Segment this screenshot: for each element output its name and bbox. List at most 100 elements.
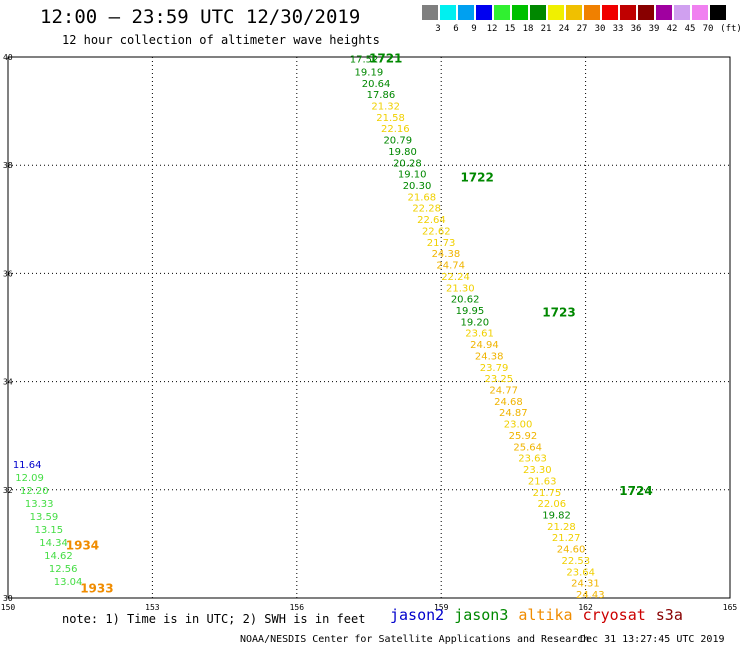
x-tick-label: 162 (578, 603, 593, 612)
swh-value-label: 13.04 (54, 577, 83, 588)
swh-value-label: 21.32 (371, 101, 400, 112)
legend-swatch (512, 5, 528, 20)
swh-value-label: 14.62 (44, 551, 73, 562)
satellite-label: jason2 (390, 606, 445, 624)
legend-label: 42 (666, 24, 678, 34)
chart-title: 12:00 – 23:59 UTC 12/30/2019 (40, 6, 361, 28)
legend-unit: (ft) (720, 24, 740, 34)
swh-value-label: 19.19 (355, 67, 384, 78)
swh-value-label: 24.31 (571, 579, 600, 590)
swh-value-label: 24.38 (475, 351, 504, 362)
legend-swatch (656, 5, 672, 20)
swh-value-label: 22.24 (441, 272, 470, 283)
legend-label: 18 (522, 24, 534, 34)
legend-swatch (584, 5, 600, 20)
legend-label: 45 (684, 24, 696, 34)
swh-value-label: 21.58 (376, 113, 405, 124)
swh-value-label: 22.64 (417, 215, 446, 226)
y-tick-label: 30 (3, 594, 13, 603)
swh-value-label: 20.28 (393, 158, 422, 169)
legend-swatch (440, 5, 456, 20)
x-tick-label: 153 (145, 603, 160, 612)
swh-value-label: 22.06 (537, 499, 566, 510)
x-tick-label: 150 (1, 603, 16, 612)
x-tick-label: 159 (434, 603, 449, 612)
legend-swatch (620, 5, 636, 20)
legend-label: 3 (435, 24, 441, 34)
swh-value-label: 23.00 (504, 420, 533, 431)
y-tick-label: 34 (3, 378, 13, 387)
swh-value-label: 20.30 (403, 181, 432, 192)
legend-swatch (566, 5, 582, 20)
satellite-label: jason3 (454, 606, 509, 624)
swh-value-label: 12.09 (15, 473, 44, 484)
legend-swatch (674, 5, 690, 20)
swh-value-label: 24.74 (436, 261, 465, 272)
swh-value-label: 23.79 (480, 363, 509, 374)
y-tick-label: 36 (3, 269, 13, 278)
swh-value-label: 23.30 (523, 465, 552, 476)
swh-value-label: 22.28 (412, 204, 441, 215)
swh-value-label: 21.73 (427, 238, 456, 249)
swh-value-label: 22.53 (562, 556, 591, 567)
swh-value-label: 17.86 (367, 90, 396, 101)
legend-swatch (692, 5, 708, 20)
legend-label: 33 (612, 24, 624, 34)
swh-value-label: 23.64 (566, 567, 595, 578)
legend-swatch (494, 5, 510, 20)
swh-value-label: 20.64 (362, 79, 391, 90)
legend-label: 12 (486, 24, 498, 34)
swh-value-label: 20.62 (451, 295, 480, 306)
legend-swatch (476, 5, 492, 20)
swh-value-label: 20.79 (383, 136, 412, 147)
y-tick-label: 38 (3, 161, 13, 170)
x-tick-label: 165 (723, 603, 738, 612)
time-label: 1723 (542, 306, 575, 320)
swh-value-label: 22.16 (381, 124, 410, 135)
x-tick-label: 156 (290, 603, 305, 612)
legend-swatch (530, 5, 546, 20)
swh-value-label: 24.94 (470, 340, 499, 351)
legend-swatch (602, 5, 618, 20)
swh-value-label: 21.63 (528, 476, 557, 487)
swh-value-label: 23.25 (485, 374, 514, 385)
legend-label: 27 (576, 24, 588, 34)
generated-timestamp: Dec 31 13:27:45 UTC 2019 (580, 634, 725, 645)
swh-value-label: 21.30 (446, 283, 475, 294)
legend-swatch (548, 5, 564, 20)
swh-value-label: 13.59 (30, 512, 59, 523)
swh-value-label: 19.95 (456, 306, 485, 317)
time-label: 1721 (369, 51, 402, 65)
swh-value-label: 21.75 (533, 488, 562, 499)
swh-value-label: 12.56 (49, 564, 78, 575)
legend-swatch (422, 5, 438, 20)
legend-swatch (458, 5, 474, 20)
footnote: note: 1) Time is in UTC; 2) SWH is in fe… (62, 612, 366, 626)
swh-value-label: 21.27 (552, 533, 581, 544)
legend-label: 9 (471, 24, 477, 34)
credit-text: NOAA/NESDIS Center for Satellite Applica… (240, 634, 590, 645)
swh-value-label: 24.87 (499, 408, 528, 419)
swh-value-label: 21.28 (547, 522, 576, 533)
time-label: 1933 (80, 582, 113, 596)
y-tick-label: 32 (3, 486, 13, 495)
legend-label: 21 (540, 24, 552, 34)
legend-label: 15 (504, 24, 516, 34)
legend-label: 39 (648, 24, 660, 34)
swh-value-label: 14.34 (39, 538, 68, 549)
y-tick-label: 40 (3, 53, 13, 62)
legend-label: 70 (702, 24, 714, 34)
legend-swatch (638, 5, 654, 20)
swh-value-label: 19.80 (388, 147, 417, 158)
swh-value-label: 22.62 (422, 226, 451, 237)
satellite-legend: jason2 jason3 altika cryosat s3a (390, 606, 693, 624)
legend-label: 24 (558, 24, 570, 34)
swh-value-label: 21.68 (408, 192, 437, 203)
plot-frame (7, 56, 731, 599)
swh-value-label: 13.15 (34, 525, 63, 536)
swh-value-label: 23.63 (518, 454, 547, 465)
swh-value-label: 24.60 (557, 545, 586, 556)
swh-value-label: 24.43 (576, 590, 605, 601)
swh-value-label: 24.38 (432, 249, 461, 260)
